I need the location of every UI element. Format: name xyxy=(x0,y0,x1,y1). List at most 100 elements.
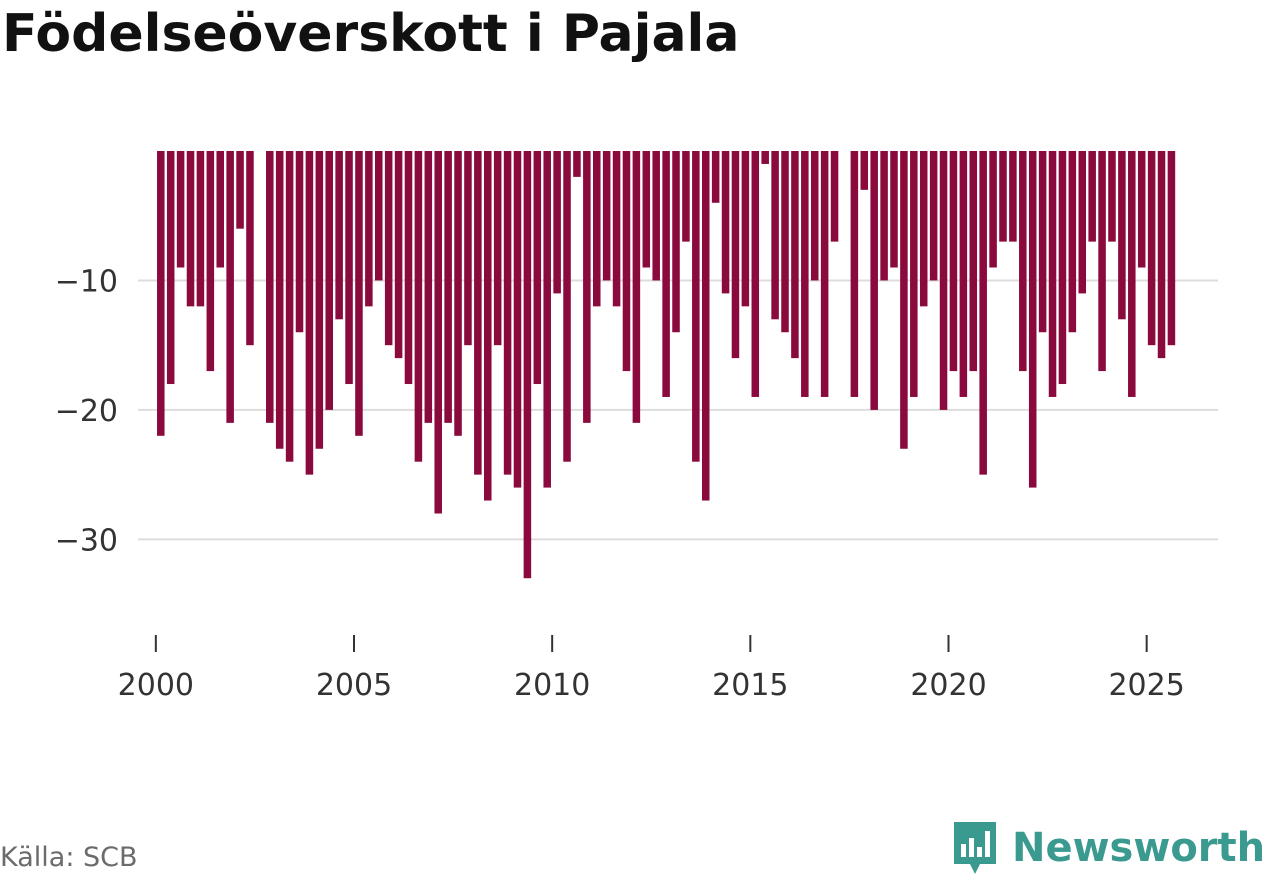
x-tick-label: 2025 xyxy=(1108,668,1184,703)
bar xyxy=(1068,151,1077,333)
bar xyxy=(771,151,779,320)
bar xyxy=(662,151,670,397)
bar xyxy=(444,151,452,423)
bar xyxy=(870,151,878,410)
bar xyxy=(474,151,482,475)
bar xyxy=(1048,151,1057,397)
bar xyxy=(573,151,581,177)
bar xyxy=(741,151,750,307)
bar xyxy=(810,151,819,281)
source-note: Källa: SCB xyxy=(0,842,138,873)
bar xyxy=(533,151,542,385)
bar xyxy=(1157,151,1166,359)
bar xyxy=(1058,151,1067,385)
bar xyxy=(285,151,294,462)
x-tick-label: 2005 xyxy=(316,668,392,703)
bar xyxy=(632,151,641,423)
bar xyxy=(880,151,888,281)
bar xyxy=(315,151,324,449)
x-tick-label: 2010 xyxy=(514,668,590,703)
bar xyxy=(999,151,1007,242)
bar xyxy=(345,151,353,385)
bar xyxy=(919,151,928,307)
y-axis: −10 −20 −30 xyxy=(55,264,118,558)
bar xyxy=(682,151,690,242)
bar xyxy=(929,151,938,281)
bar xyxy=(206,151,215,372)
bar xyxy=(1009,151,1017,242)
bar xyxy=(1137,151,1146,268)
bar xyxy=(731,151,740,359)
bar xyxy=(602,151,611,281)
y-tick-label: −30 xyxy=(55,523,118,558)
chart-title: Födelseöverskott i Pajala xyxy=(2,4,740,64)
newsworthy-logo-icon xyxy=(954,822,996,874)
bar xyxy=(414,151,423,462)
bar xyxy=(394,151,403,359)
bar xyxy=(503,151,512,475)
bar xyxy=(365,151,373,307)
bar xyxy=(761,151,769,164)
bar xyxy=(483,151,492,501)
bar xyxy=(335,151,343,320)
bar xyxy=(1078,151,1087,294)
bar xyxy=(295,151,304,333)
bar xyxy=(612,151,621,307)
bar xyxy=(860,151,869,190)
bar xyxy=(196,151,205,307)
bar xyxy=(751,151,760,397)
brand-logo[interactable]: Newsworthy xyxy=(950,818,1262,878)
bar xyxy=(910,151,918,397)
bar xyxy=(781,151,789,333)
bar xyxy=(454,151,462,436)
bar xyxy=(355,151,363,436)
bar xyxy=(1098,151,1106,372)
bar xyxy=(583,151,591,423)
bar xyxy=(434,151,442,514)
bar xyxy=(652,151,660,281)
bar xyxy=(820,151,829,397)
bar xyxy=(375,151,383,281)
bar xyxy=(850,151,859,397)
bar xyxy=(166,151,175,385)
x-tick-label: 2020 xyxy=(910,668,986,703)
bar xyxy=(949,151,958,372)
bar xyxy=(325,151,333,410)
bar xyxy=(701,151,710,501)
bar xyxy=(1167,151,1176,346)
brand-name: Newsworthy xyxy=(1012,825,1262,871)
bar xyxy=(642,151,651,268)
bar xyxy=(493,151,502,346)
bar xyxy=(186,151,195,307)
bar xyxy=(563,151,571,462)
bar xyxy=(464,151,472,346)
bar xyxy=(890,151,898,268)
x-axis: 2000 2005 2010 2015 2020 2025 xyxy=(118,635,1185,703)
bar xyxy=(801,151,809,397)
bar xyxy=(226,151,234,423)
bar xyxy=(553,151,561,294)
bar xyxy=(424,151,433,423)
bar xyxy=(1028,151,1037,488)
bar xyxy=(1108,151,1116,242)
bar xyxy=(592,151,601,307)
bar xyxy=(939,151,948,410)
bar xyxy=(830,151,839,242)
bar xyxy=(1019,151,1027,372)
bar xyxy=(513,151,522,488)
bar xyxy=(543,151,551,488)
bar xyxy=(305,151,314,475)
y-tick-label: −10 xyxy=(55,264,118,299)
bars xyxy=(157,151,1176,579)
x-tick-label: 2015 xyxy=(712,668,788,703)
x-tick-label: 2000 xyxy=(118,668,194,703)
y-tick-label: −20 xyxy=(55,394,118,429)
bar xyxy=(236,151,244,229)
bar xyxy=(1088,151,1096,242)
bar xyxy=(791,151,799,359)
bar xyxy=(176,151,185,268)
bar xyxy=(1118,151,1126,320)
bar xyxy=(157,151,165,436)
bar xyxy=(711,151,720,203)
